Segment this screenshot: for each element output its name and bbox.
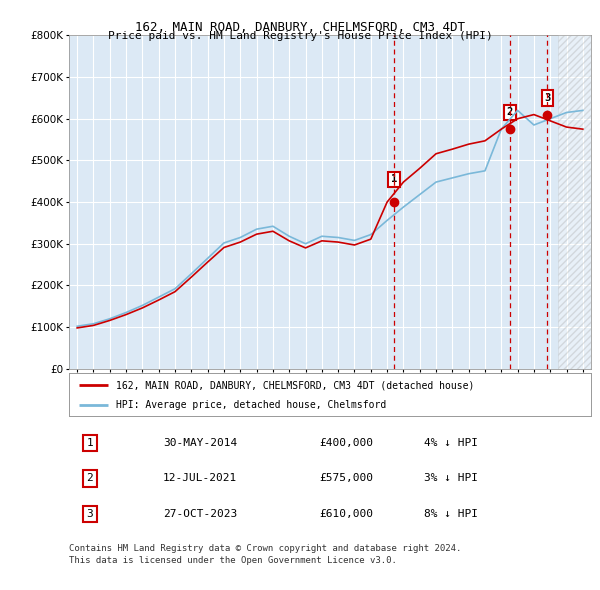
- Text: 4% ↓ HPI: 4% ↓ HPI: [424, 438, 478, 448]
- Text: HPI: Average price, detached house, Chelmsford: HPI: Average price, detached house, Chel…: [116, 401, 386, 410]
- Text: 1: 1: [391, 174, 397, 184]
- Text: 30-MAY-2014: 30-MAY-2014: [163, 438, 237, 448]
- Text: 8% ↓ HPI: 8% ↓ HPI: [424, 509, 478, 519]
- Text: £575,000: £575,000: [320, 474, 374, 483]
- Text: 12-JUL-2021: 12-JUL-2021: [163, 474, 237, 483]
- Text: £610,000: £610,000: [320, 509, 374, 519]
- Text: Price paid vs. HM Land Registry's House Price Index (HPI): Price paid vs. HM Land Registry's House …: [107, 31, 493, 41]
- Text: 3: 3: [544, 93, 550, 103]
- Text: This data is licensed under the Open Government Licence v3.0.: This data is licensed under the Open Gov…: [69, 556, 397, 565]
- Text: £400,000: £400,000: [320, 438, 374, 448]
- Text: 27-OCT-2023: 27-OCT-2023: [163, 509, 237, 519]
- Text: 2: 2: [86, 474, 93, 483]
- Text: 3% ↓ HPI: 3% ↓ HPI: [424, 474, 478, 483]
- Text: 162, MAIN ROAD, DANBURY, CHELMSFORD, CM3 4DT: 162, MAIN ROAD, DANBURY, CHELMSFORD, CM3…: [135, 21, 465, 34]
- Bar: [559, 35, 600, 369]
- Text: 162, MAIN ROAD, DANBURY, CHELMSFORD, CM3 4DT (detached house): 162, MAIN ROAD, DANBURY, CHELMSFORD, CM3…: [116, 381, 475, 391]
- Text: 3: 3: [86, 509, 93, 519]
- Text: 2: 2: [507, 107, 513, 117]
- Text: Contains HM Land Registry data © Crown copyright and database right 2024.: Contains HM Land Registry data © Crown c…: [69, 544, 461, 553]
- Text: 1: 1: [86, 438, 93, 448]
